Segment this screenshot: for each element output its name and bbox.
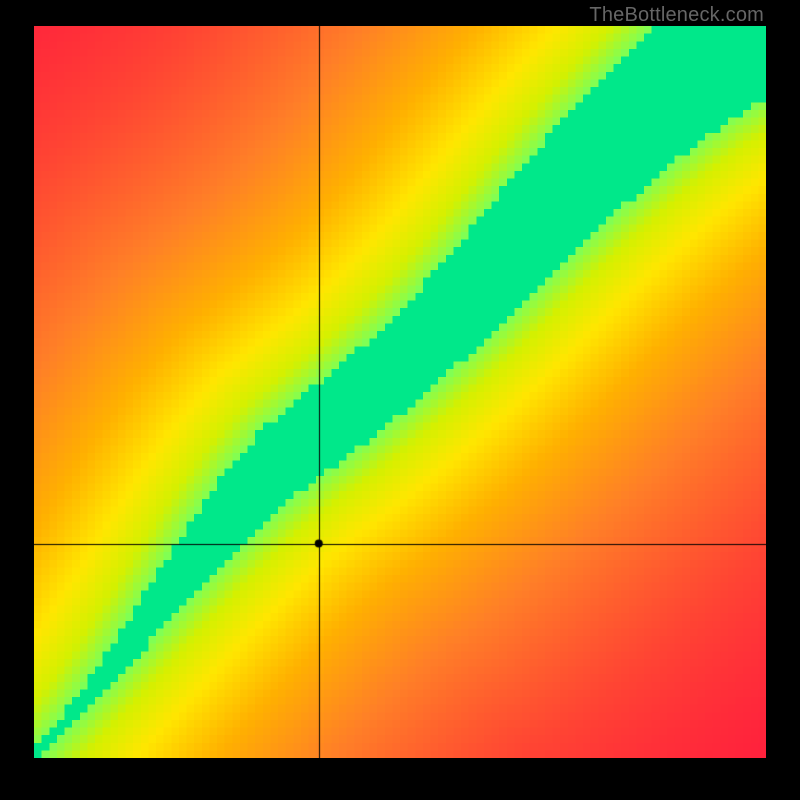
- watermark-text: TheBottleneck.com: [589, 4, 764, 27]
- heatmap-canvas: [34, 26, 766, 758]
- chart-stage: TheBottleneck.com: [0, 0, 800, 800]
